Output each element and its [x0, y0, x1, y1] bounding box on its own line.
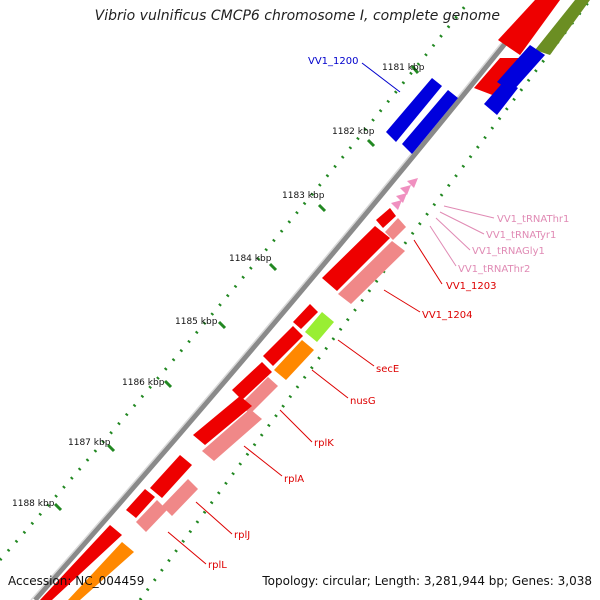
tick-1182 — [366, 138, 376, 148]
cds-arrow-blue-2 — [402, 90, 458, 154]
accession-text: Accession: NC_004459 — [8, 574, 145, 588]
gene-labels: VV1_1200 VV1_tRNAThr1 VV1_tRNATyr1 VV1_t… — [208, 56, 569, 571]
label-leaders — [167, 62, 495, 565]
gene-label-rplK[interactable]: rplK — [314, 438, 334, 449]
leader-vv1-1204 — [383, 289, 421, 313]
leader-trna-tyr1 — [439, 211, 485, 235]
leader-vv1-1203 — [413, 239, 443, 285]
trna-marker-2 — [400, 185, 411, 195]
gene-label-nusG[interactable]: nusG — [350, 396, 376, 407]
leader-secE — [337, 339, 375, 367]
genome-backbone-highlight — [30, 0, 537, 600]
leader-trna-gly1 — [435, 217, 471, 251]
leader-rplL — [167, 531, 207, 565]
cds-vv1-1204-red — [322, 226, 390, 291]
tick-1184 — [268, 262, 278, 272]
gene-label-rplJ[interactable]: rplJ — [234, 530, 250, 541]
leader-rplJ — [195, 501, 233, 535]
leader-trna-thr2 — [429, 225, 457, 267]
leader-vv1-1200 — [361, 62, 401, 93]
tick-label: 1181 kbp — [382, 63, 425, 73]
cds-secE-red — [293, 304, 318, 329]
tick-label: 1186 kbp — [122, 378, 165, 388]
tick-label: 1188 kbp — [12, 499, 55, 509]
cds-rplL-red — [126, 489, 155, 518]
cds-secE-green — [305, 312, 334, 342]
gene-label-vv1-1204[interactable]: VV1_1204 — [422, 310, 473, 321]
gene-label-vv1-1200[interactable]: VV1_1200 — [308, 56, 359, 67]
gene-label-vv1-1203[interactable]: VV1_1203 — [446, 281, 497, 292]
gene-label-rplA[interactable]: rplA — [284, 474, 304, 485]
tick-1181 — [410, 65, 420, 74]
cds-nusG-red — [263, 326, 303, 366]
cds-arrow-blue-top2 — [484, 80, 518, 115]
cds-rplA-red — [193, 396, 252, 445]
leader-rplA — [243, 445, 283, 477]
cds-arrow-red-top1 — [498, 0, 560, 55]
cds-bottom-red — [40, 525, 122, 600]
leader-nusG — [311, 369, 349, 399]
tick-label: 1185 kbp — [175, 317, 218, 327]
cds-arrow-olive-top — [535, 0, 590, 55]
tick-1187 — [106, 443, 116, 453]
cds-vv1-1203-outer — [385, 218, 406, 240]
gene-vv1-1200 — [386, 78, 458, 154]
gene-label-trna-gly1[interactable]: VV1_tRNAGly1 — [472, 246, 545, 257]
trna-marker-1 — [407, 178, 418, 188]
gene-features-main — [40, 208, 406, 600]
trna-markers — [391, 178, 418, 210]
cds-vv1-1203-inner — [376, 208, 396, 228]
genome-summary-text: Topology: circular; Length: 3,281,944 bp… — [262, 574, 592, 588]
gene-feature-group-top — [474, 0, 590, 115]
cds-arrow-blue-top1 — [497, 45, 545, 92]
gene-label-secE[interactable]: secE — [376, 364, 399, 375]
leader-trna-thr1 — [443, 205, 495, 219]
tick-label: 1187 kbp — [68, 438, 111, 448]
map-title: Vibrio vulnificus CMCP6 chromosome I, co… — [94, 8, 500, 24]
cds-arrow-blue-1 — [386, 78, 442, 142]
tick-label: 1182 kbp — [332, 127, 375, 137]
tick-1183 — [317, 203, 327, 213]
gene-label-trna-thr2[interactable]: VV1_tRNAThr2 — [458, 264, 530, 275]
cds-nusG-orange — [274, 340, 314, 380]
tick-label: 1183 kbp — [282, 191, 325, 201]
cds-vv1-1204-pink — [338, 241, 405, 304]
gene-label-rplL[interactable]: rplL — [208, 560, 227, 571]
trna-marker-3 — [396, 193, 407, 203]
kbp-tick-labels: 1181 kbp 1182 kbp 1183 kbp 1184 kbp 1185… — [12, 63, 425, 509]
cds-bottom-orange — [68, 542, 134, 600]
tick-1186 — [163, 379, 173, 389]
cds-rplK-red — [232, 362, 272, 400]
tick-1185 — [217, 320, 227, 330]
genome-backbone — [33, 0, 542, 600]
tick-1188 — [53, 502, 63, 512]
cds-rplA-pink — [202, 409, 262, 461]
gene-label-trna-tyr1[interactable]: VV1_tRNATyr1 — [486, 230, 556, 241]
cds-rplJ-pink — [162, 479, 198, 516]
outer-dotted-track — [0, 0, 472, 561]
kbp-tick-marks — [53, 65, 420, 512]
tick-label: 1184 kbp — [229, 254, 272, 264]
trna-marker-4 — [391, 200, 402, 210]
cds-rplJ-red — [150, 455, 192, 498]
inner-dotted-track — [138, 0, 592, 600]
leader-rplK — [279, 409, 313, 443]
gene-label-trna-thr1[interactable]: VV1_tRNAThr1 — [497, 214, 569, 225]
cds-rplL-pink — [136, 500, 167, 532]
